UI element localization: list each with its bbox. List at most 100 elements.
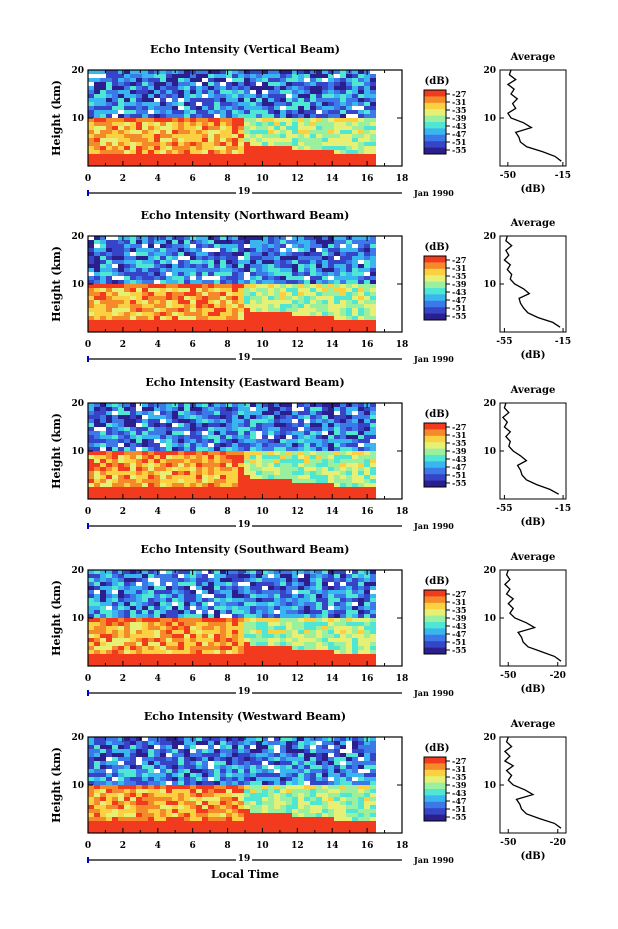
- heatmap-cell: [262, 256, 268, 260]
- heatmap-cell: [196, 634, 202, 638]
- heatmap-cell: [106, 280, 112, 284]
- heatmap-cell: [358, 110, 364, 114]
- heatmap-cell: [172, 98, 178, 102]
- heatmap-cell: [280, 419, 286, 423]
- heatmap-cell: [136, 741, 142, 745]
- heatmap-cell: [232, 304, 238, 308]
- heatmap-cell: [184, 328, 190, 332]
- heatmap-cell: [88, 102, 94, 106]
- heatmap-cell: [142, 268, 148, 272]
- heatmap-cell: [178, 130, 184, 134]
- heatmap-cell: [148, 142, 154, 146]
- heatmap-cell: [166, 574, 172, 578]
- heatmap-cell: [274, 403, 280, 407]
- heatmap-cell: [148, 150, 154, 154]
- heatmap-cell: [166, 162, 172, 166]
- heatmap-cell: [220, 268, 226, 272]
- heatmap-cell: [352, 264, 358, 268]
- heatmap-cell: [286, 586, 292, 590]
- heatmap-cell: [262, 300, 268, 304]
- heatmap-cell: [334, 618, 340, 622]
- heatmap-cell: [166, 122, 172, 126]
- heatmap-cell: [184, 598, 190, 602]
- heatmap-cell: [268, 479, 274, 483]
- heatmap-cell: [364, 626, 370, 630]
- heatmap-cell: [340, 74, 346, 78]
- heatmap-cell: [244, 654, 250, 658]
- heatmap-cell: [112, 654, 118, 658]
- heatmap-cell: [244, 86, 250, 90]
- heatmap-cell: [340, 130, 346, 134]
- heatmap-cell: [106, 570, 112, 574]
- heatmap-cell: [184, 650, 190, 654]
- heatmap-cell: [334, 638, 340, 642]
- heatmap-cell: [280, 646, 286, 650]
- heatmap-cell: [100, 236, 106, 240]
- heatmap-cell: [184, 150, 190, 154]
- heatmap-cell: [256, 252, 262, 256]
- x-tick-label: 4: [155, 507, 161, 517]
- heatmap-cell: [184, 110, 190, 114]
- heatmap-cell: [220, 324, 226, 328]
- heatmap-cell: [124, 662, 130, 666]
- heatmap-cell: [202, 578, 208, 582]
- heatmap-cell: [214, 737, 220, 741]
- heatmap-cell: [370, 244, 376, 248]
- heatmap-cell: [148, 658, 154, 662]
- heatmap-cell: [172, 110, 178, 114]
- heatmap-cell: [226, 276, 232, 280]
- heatmap-cell: [268, 284, 274, 288]
- heatmap-cell: [280, 90, 286, 94]
- heatmap-cell: [256, 463, 262, 467]
- heatmap-cell: [238, 610, 244, 614]
- heatmap-cell: [154, 638, 160, 642]
- heatmap-cell: [238, 630, 244, 634]
- heatmap-cell: [250, 284, 256, 288]
- heatmap-cell: [166, 479, 172, 483]
- heatmap-cell: [292, 150, 298, 154]
- heatmap-cell: [172, 630, 178, 634]
- heatmap-cell: [328, 443, 334, 447]
- heatmap-cell: [358, 491, 364, 495]
- heatmap-cell: [358, 122, 364, 126]
- day-label-bg: [236, 185, 252, 195]
- heatmap-cell: [286, 598, 292, 602]
- heatmap-cell: [322, 658, 328, 662]
- colorbar-segment: [424, 442, 446, 450]
- heatmap-cell: [310, 630, 316, 634]
- heatmap-cell: [358, 578, 364, 582]
- heatmap-cell: [112, 662, 118, 666]
- heatmap-cell: [142, 447, 148, 451]
- heatmap-cell: [208, 308, 214, 312]
- heatmap-cell: [274, 459, 280, 463]
- heatmap-cell: [184, 634, 190, 638]
- heatmap-cell: [352, 467, 358, 471]
- heatmap-cell: [118, 459, 124, 463]
- heatmap-cell: [370, 260, 376, 264]
- x-tick-label: 14: [326, 174, 339, 184]
- heatmap-cell: [226, 658, 232, 662]
- heatmap-cell: [280, 598, 286, 602]
- heatmap-cell: [202, 618, 208, 622]
- heatmap-cell: [238, 158, 244, 162]
- heatmap-cell: [118, 280, 124, 284]
- heatmap-cell: [250, 415, 256, 419]
- heatmap-cell: [262, 264, 268, 268]
- heatmap-cell: [370, 146, 376, 150]
- heatmap-cell: [370, 106, 376, 110]
- heatmap-cell: [340, 662, 346, 666]
- heatmap-cell: [160, 610, 166, 614]
- heatmap-cell: [202, 602, 208, 606]
- heatmap-cell: [100, 431, 106, 435]
- heatmap-cell: [136, 435, 142, 439]
- heatmap-cell: [94, 614, 100, 618]
- heatmap-cell: [172, 154, 178, 158]
- heatmap-cell: [280, 118, 286, 122]
- heatmap-cell: [244, 415, 250, 419]
- heatmap-cell: [364, 316, 370, 320]
- heatmap-cell: [106, 316, 112, 320]
- heatmap-cell: [214, 407, 220, 411]
- heatmap-cell: [100, 134, 106, 138]
- heatmap-cell: [94, 578, 100, 582]
- heatmap-cell: [370, 86, 376, 90]
